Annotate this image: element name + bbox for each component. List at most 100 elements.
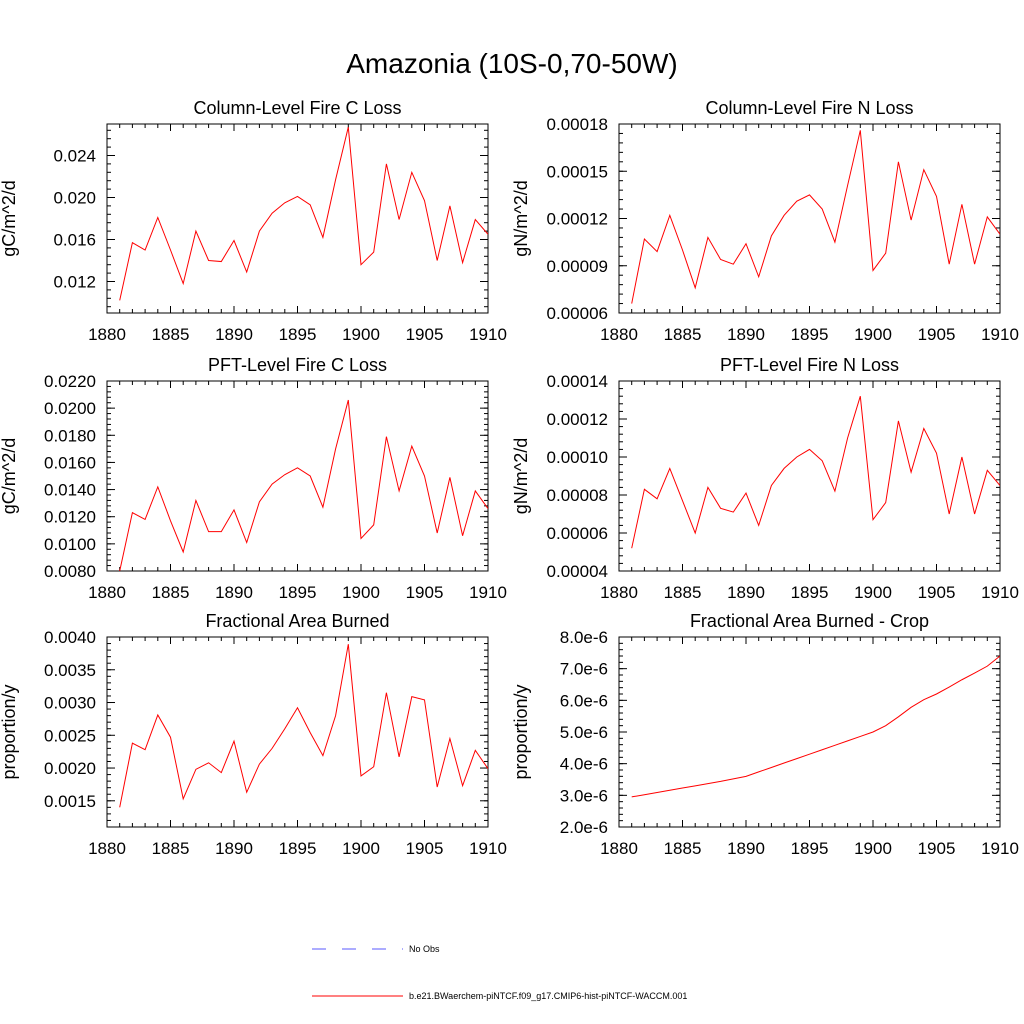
chart-panel-4: PFT-Level Fire N Loss gN/m^2/d 1880 1885 189…	[511, 355, 1019, 602]
y-tick-label: 0.0015	[44, 792, 96, 811]
figure-title: Amazonia (10S-0,70-50W)	[346, 48, 678, 79]
legend: No Obs b.e21.BWaerchem-piNTCF.f09_g17.CM…	[312, 944, 687, 1001]
y-tick-label: 0.016	[53, 231, 96, 250]
plot-frame	[618, 123, 1001, 314]
chart-panel-1: Column-Level Fire C Loss gC/m^2/d 1880 1885…	[0, 98, 507, 344]
y-axis-label: gN/m^2/d	[511, 180, 531, 256]
x-tick-label: 1905	[406, 325, 444, 344]
x-tick-label: 1885	[152, 583, 190, 602]
chart-panel-3: PFT-Level Fire C Loss gC/m^2/d 1880 1885 189…	[0, 355, 507, 602]
x-tick-label: 1890	[727, 583, 765, 602]
y-tick-label: 8.0e-6	[560, 628, 608, 647]
x-tick-label: 1900	[854, 583, 892, 602]
y-tick-label: 0.00006	[547, 524, 608, 543]
y-tick-label: 0.0030	[44, 694, 96, 713]
x-tick-label: 1880	[600, 839, 638, 858]
chart-panel-5: Fractional Area Burned proportion/y 1880 18…	[0, 611, 507, 858]
series-line	[631, 396, 1000, 549]
x-tick-label: 1885	[664, 325, 702, 344]
panel-title: PFT-Level Fire N Loss	[720, 355, 899, 375]
chart-panels: Column-Level Fire C Loss gC/m^2/d 1880 1885…	[0, 98, 1019, 858]
chart-panel-6: Fractional Area Burned - Crop proportion/…	[511, 611, 1019, 858]
x-tick-label: 1905	[918, 839, 956, 858]
y-tick-label: 0.0220	[44, 372, 96, 391]
y-tick-label: 0.00009	[547, 257, 608, 276]
panel-title: Fractional Area Burned - Crop	[690, 611, 929, 631]
x-tick-label: 1890	[215, 583, 253, 602]
y-tick-label: 0.0020	[44, 759, 96, 778]
x-tick-label: 1910	[469, 839, 507, 858]
y-tick-label: 0.0025	[44, 726, 96, 745]
x-tick-label: 1895	[791, 325, 829, 344]
series-line	[631, 130, 1000, 304]
x-tick-label: 1900	[342, 325, 380, 344]
x-tick-label: 1880	[600, 325, 638, 344]
y-tick-label: 0.00018	[547, 115, 608, 134]
y-tick-label: 0.024	[53, 147, 96, 166]
legend-obs-label: No Obs	[409, 944, 440, 954]
x-tick-label: 1885	[664, 583, 702, 602]
y-tick-label: 0.0035	[44, 661, 96, 680]
x-tick-label: 1885	[152, 839, 190, 858]
x-tick-label: 1900	[854, 325, 892, 344]
legend-model-label: b.e21.BWaerchem-piNTCF.f09_g17.CMIP6-his…	[409, 991, 687, 1001]
y-tick-label: 0.00015	[547, 162, 608, 181]
y-tick-label: 0.0080	[44, 562, 96, 581]
x-tick-label: 1885	[664, 839, 702, 858]
x-tick-label: 1890	[215, 325, 253, 344]
y-tick-label: 0.020	[53, 189, 96, 208]
y-tick-label: 2.0e-6	[560, 818, 608, 837]
y-tick-label: 0.0180	[44, 426, 96, 445]
x-tick-label: 1900	[342, 583, 380, 602]
y-tick-label: 0.00008	[547, 486, 608, 505]
y-tick-label: 3.0e-6	[560, 786, 608, 805]
y-axis-label: proportion/y	[0, 684, 19, 779]
x-tick-label: 1890	[215, 839, 253, 858]
y-tick-label: 7.0e-6	[560, 660, 608, 679]
plot-frame	[618, 636, 1001, 828]
x-tick-label: 1890	[727, 839, 765, 858]
x-tick-label: 1880	[600, 583, 638, 602]
x-tick-label: 1895	[279, 325, 317, 344]
x-tick-label: 1910	[981, 325, 1019, 344]
y-tick-label: 0.0200	[44, 399, 96, 418]
x-tick-label: 1900	[854, 839, 892, 858]
x-tick-label: 1910	[469, 325, 507, 344]
x-tick-label: 1910	[469, 583, 507, 602]
y-tick-label: 0.0100	[44, 535, 96, 554]
series-line	[119, 644, 488, 808]
panel-title: Column-Level Fire C Loss	[193, 98, 401, 118]
x-tick-label: 1905	[918, 583, 956, 602]
series-line	[119, 127, 488, 301]
x-tick-label: 1885	[152, 325, 190, 344]
y-axis-label: gN/m^2/d	[511, 438, 531, 514]
y-tick-label: 4.0e-6	[560, 755, 608, 774]
panel-title: Column-Level Fire N Loss	[705, 98, 913, 118]
y-tick-label: 0.00010	[547, 448, 608, 467]
y-tick-label: 0.00012	[547, 410, 608, 429]
panel-title: Fractional Area Burned	[205, 611, 389, 631]
series-line	[631, 655, 1000, 798]
x-tick-label: 1910	[981, 839, 1019, 858]
y-tick-label: 0.00006	[547, 304, 608, 323]
plot-frame	[618, 380, 1001, 572]
x-tick-label: 1905	[406, 839, 444, 858]
y-axis-label: gC/m^2/d	[0, 438, 19, 514]
y-tick-label: 0.0120	[44, 508, 96, 527]
x-tick-label: 1900	[342, 839, 380, 858]
y-tick-label: 0.012	[53, 273, 96, 292]
x-tick-label: 1905	[918, 325, 956, 344]
plot-frame	[106, 380, 489, 572]
x-tick-label: 1895	[791, 839, 829, 858]
y-tick-label: 0.00004	[547, 562, 608, 581]
y-axis-label: proportion/y	[511, 684, 531, 779]
y-tick-label: 5.0e-6	[560, 723, 608, 742]
x-tick-label: 1895	[279, 583, 317, 602]
y-tick-label: 0.0140	[44, 481, 96, 500]
x-tick-label: 1895	[279, 839, 317, 858]
y-tick-label: 0.0040	[44, 628, 96, 647]
series-line	[119, 399, 488, 571]
y-tick-label: 0.00014	[547, 372, 608, 391]
x-tick-label: 1880	[88, 839, 126, 858]
x-tick-label: 1880	[88, 325, 126, 344]
